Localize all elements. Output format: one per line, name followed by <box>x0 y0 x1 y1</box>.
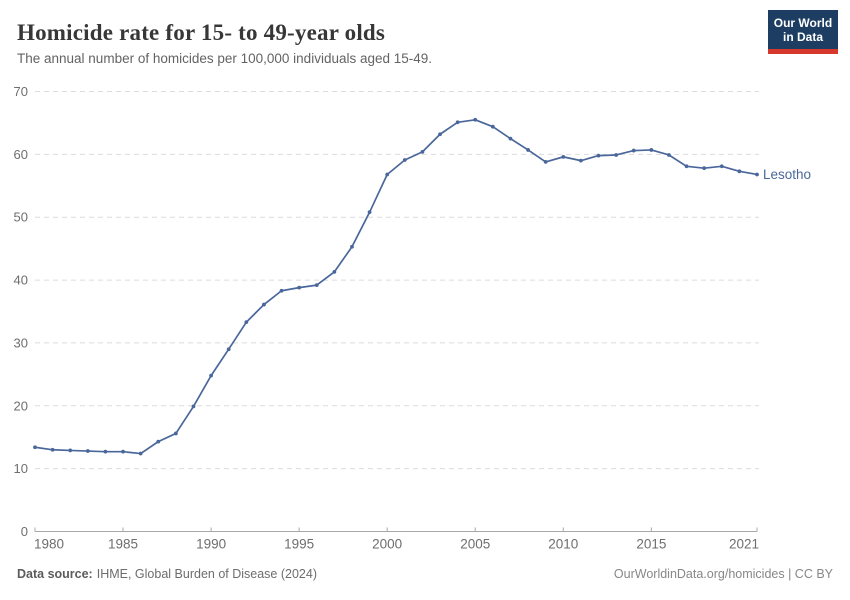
data-point-marker[interactable] <box>33 445 37 450</box>
data-point-marker[interactable] <box>596 153 601 158</box>
data-source-label: Data source: <box>17 567 93 581</box>
data-point-marker[interactable] <box>684 164 689 169</box>
data-point-marker[interactable] <box>103 449 108 454</box>
data-point-marker[interactable] <box>649 148 654 152</box>
x-tick-label: 2015 <box>636 537 666 552</box>
x-tick-label: 1995 <box>284 537 314 552</box>
data-point-marker[interactable] <box>702 166 707 171</box>
page-title: Homicide rate for 15- to 49-year olds <box>17 20 386 45</box>
y-tick-label: 60 <box>14 147 28 162</box>
data-point-marker[interactable] <box>667 153 671 157</box>
data-point-marker[interactable] <box>85 449 90 453</box>
logo-text-line1: Our World <box>773 16 833 30</box>
data-point-marker[interactable] <box>68 448 73 453</box>
data-point-marker[interactable] <box>508 136 513 141</box>
x-tick-label: 2005 <box>460 537 490 552</box>
data-point-marker[interactable] <box>614 153 619 157</box>
x-tick-label: 1990 <box>196 537 226 552</box>
data-point-marker[interactable] <box>350 244 354 249</box>
data-point-marker[interactable] <box>226 347 231 352</box>
x-tick-label: 1985 <box>108 537 138 552</box>
data-point-marker[interactable] <box>473 117 478 122</box>
owid-logo[interactable]: Our World in Data <box>768 10 838 54</box>
data-point-marker[interactable] <box>737 169 742 174</box>
series-end-label[interactable]: Lesotho <box>763 167 811 182</box>
data-point-marker[interactable] <box>402 158 407 162</box>
data-point-marker[interactable] <box>420 149 425 154</box>
data-point-marker[interactable] <box>367 210 372 215</box>
logo-text-line2: in Data <box>782 30 823 44</box>
data-point-marker[interactable] <box>262 302 266 307</box>
license-credit-link[interactable]: OurWorldinData.org/homicides | CC BY <box>613 567 833 581</box>
y-tick-label: 20 <box>14 398 28 413</box>
data-source-value: IHME, Global Burden of Disease (2024) <box>96 567 317 581</box>
y-tick-label: 0 <box>21 524 28 539</box>
data-point-marker[interactable] <box>50 447 55 452</box>
data-point-marker[interactable] <box>332 270 337 274</box>
data-point-marker[interactable] <box>455 120 460 125</box>
chart-footer: Data source: IHME, Global Burden of Disea… <box>17 567 833 581</box>
y-tick-label: 70 <box>14 84 28 99</box>
y-tick-label: 40 <box>14 273 28 288</box>
data-point-marker[interactable] <box>385 172 390 177</box>
y-tick-label: 10 <box>14 461 28 476</box>
x-tick-label: 2000 <box>372 537 402 552</box>
y-tick-label: 30 <box>14 335 28 350</box>
data-point-marker[interactable] <box>561 154 566 159</box>
data-point-marker[interactable] <box>156 439 161 444</box>
data-point-marker[interactable] <box>526 148 530 152</box>
data-point-marker[interactable] <box>209 373 213 378</box>
data-point-marker[interactable] <box>297 285 302 290</box>
x-tick-label: 2010 <box>548 537 578 552</box>
data-point-marker[interactable] <box>631 148 636 153</box>
data-point-marker[interactable] <box>138 451 143 456</box>
data-point-marker[interactable] <box>490 124 495 129</box>
x-tick-label: 2021 <box>729 537 759 552</box>
data-point-marker[interactable] <box>543 160 548 164</box>
data-point-marker[interactable] <box>579 158 583 163</box>
data-source-note: Data source: IHME, Global Burden of Disea… <box>17 567 317 581</box>
data-point-marker[interactable] <box>279 288 284 293</box>
lesotho-line-series[interactable] <box>34 118 758 455</box>
data-point-marker[interactable] <box>121 449 125 454</box>
data-point-marker[interactable] <box>314 283 319 287</box>
data-point-marker[interactable] <box>191 404 196 409</box>
chart-subtitle: The annual number of homicides per 100,0… <box>17 51 433 66</box>
data-point-marker[interactable] <box>755 172 759 177</box>
x-tick-label: 1980 <box>34 537 64 552</box>
data-point-marker[interactable] <box>244 320 249 325</box>
data-point-marker[interactable] <box>438 132 442 137</box>
y-tick-label: 50 <box>14 210 28 225</box>
data-point-marker[interactable] <box>719 164 724 169</box>
data-point-marker[interactable] <box>173 431 178 436</box>
